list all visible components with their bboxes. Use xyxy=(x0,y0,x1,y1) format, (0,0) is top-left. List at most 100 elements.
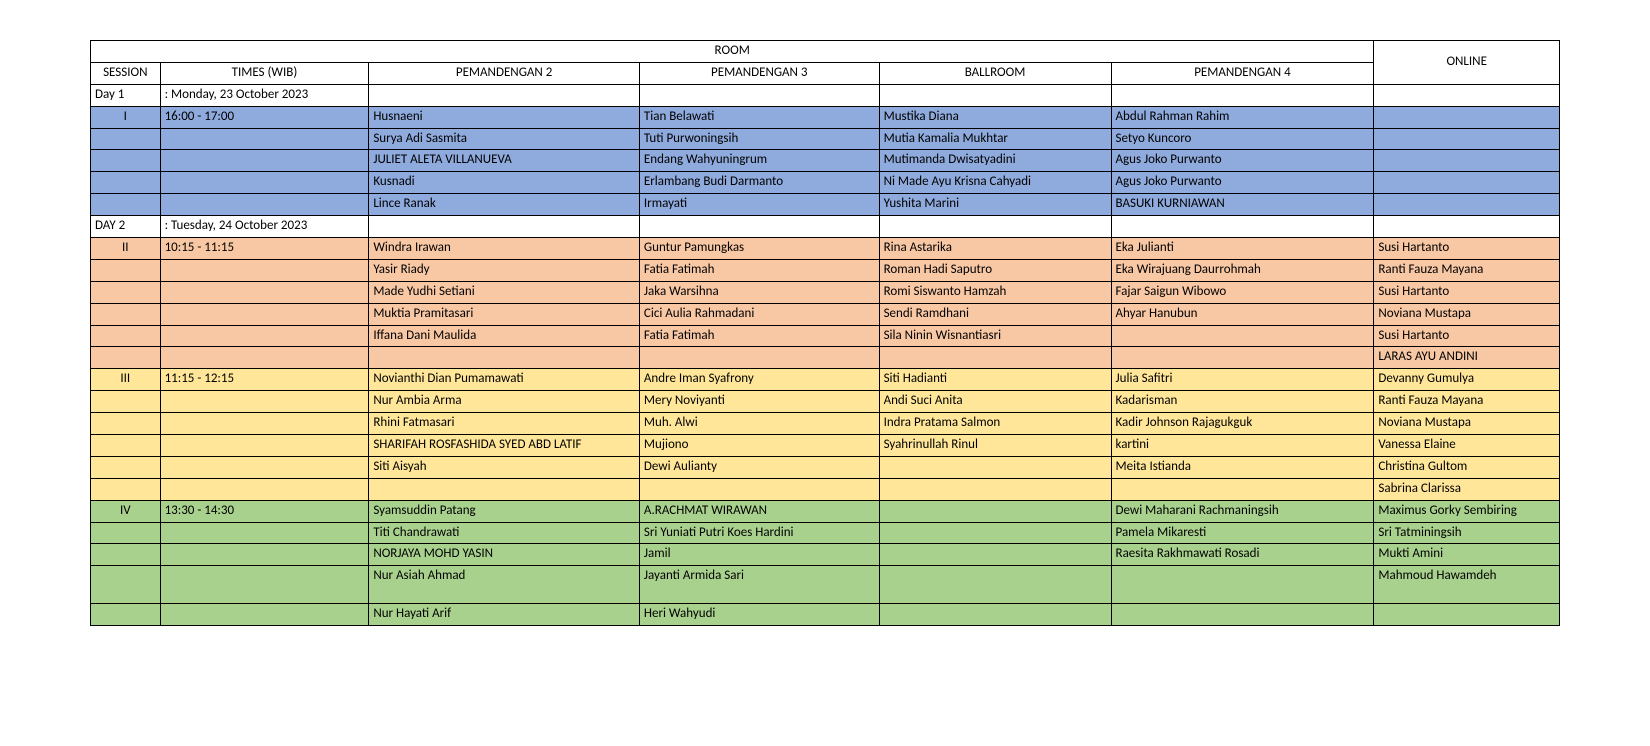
cell-p2: Iffana Dani Maulida xyxy=(369,325,640,347)
cell-session xyxy=(91,456,161,478)
cell-ballroom: Mustika Diana xyxy=(879,106,1111,128)
cell-online: Sri Tatminingsih xyxy=(1374,522,1560,544)
cell-p3: Fatia Fatimah xyxy=(639,325,879,347)
cell-p2 xyxy=(369,478,640,500)
cell-p2: SHARIFAH ROSFASHIDA SYED ABD LATIF xyxy=(369,435,640,457)
header-p2: PEMANDENGAN 2 xyxy=(369,62,640,84)
cell-session xyxy=(91,566,161,604)
cell-online: Vanessa Elaine xyxy=(1374,435,1560,457)
cell-times xyxy=(160,391,369,413)
cell-p2: Yasir Riady xyxy=(369,259,640,281)
cell-session xyxy=(91,604,161,626)
cell-online xyxy=(1374,194,1560,216)
cell-times xyxy=(160,413,369,435)
cell-p4: Kadir Johnson Rajagukguk xyxy=(1111,413,1374,435)
cell-online: Sabrina Clarissa xyxy=(1374,478,1560,500)
cell-session xyxy=(91,413,161,435)
cell-p3: Endang Wahyuningrum xyxy=(639,150,879,172)
cell-p2: Siti Aisyah xyxy=(369,456,640,478)
cell-session xyxy=(91,391,161,413)
cell-p4: Meita Istianda xyxy=(1111,456,1374,478)
cell-session xyxy=(91,259,161,281)
cell-session xyxy=(91,522,161,544)
cell-p4: Setyo Kuncoro xyxy=(1111,128,1374,150)
table-row: Nur Hayati ArifHeri Wahyudi xyxy=(91,604,1560,626)
cell-p3 xyxy=(639,478,879,500)
cell-p4: Julia Safitri xyxy=(1111,369,1374,391)
cell-session: III xyxy=(91,369,161,391)
cell-ballroom xyxy=(879,522,1111,544)
cell-ballroom: Indra Pratama Salmon xyxy=(879,413,1111,435)
table-row: Titi ChandrawatiSri Yuniati Putri Koes H… xyxy=(91,522,1560,544)
cell-online: LARAS AYU ANDINI xyxy=(1374,347,1560,369)
cell-times xyxy=(160,566,369,604)
cell-online: Mahmoud Hawamdeh xyxy=(1374,566,1560,604)
cell-p3: Mery Noviyanti xyxy=(639,391,879,413)
cell-session: I xyxy=(91,106,161,128)
cell-p2: JULIET ALETA VILLANUEVA xyxy=(369,150,640,172)
cell-p2: Titi Chandrawati xyxy=(369,522,640,544)
table-row: Lince RanakIrmayatiYushita MariniBASUKI … xyxy=(91,194,1560,216)
cell-p3: Heri Wahyudi xyxy=(639,604,879,626)
cell-p4 xyxy=(1111,325,1374,347)
schedule-table: ROOM ONLINE SESSION TIMES (WIB) PEMANDEN… xyxy=(90,40,1560,626)
cell-online xyxy=(1374,84,1560,106)
cell-times xyxy=(160,303,369,325)
cell-session xyxy=(91,544,161,566)
cell-p3: Fatia Fatimah xyxy=(639,259,879,281)
cell-times xyxy=(160,544,369,566)
cell-p4: Dewi Maharani Rachmaningsih xyxy=(1111,500,1374,522)
cell-p4: Fajar Saigun Wibowo xyxy=(1111,281,1374,303)
cell-p2: NORJAYA MOHD YASIN xyxy=(369,544,640,566)
table-row: III11:15 - 12:15Novianthi Dian Pumamawat… xyxy=(91,369,1560,391)
table-row: Yasir RiadyFatia FatimahRoman Hadi Saput… xyxy=(91,259,1560,281)
cell-session xyxy=(91,172,161,194)
cell-times xyxy=(160,259,369,281)
cell-online: Noviana Mustapa xyxy=(1374,413,1560,435)
cell-p2: Husnaeni xyxy=(369,106,640,128)
cell-p3: Tian Belawati xyxy=(639,106,879,128)
cell-p3: Erlambang Budi Darmanto xyxy=(639,172,879,194)
cell-times: : Monday, 23 October 2023 xyxy=(160,84,369,106)
cell-session xyxy=(91,325,161,347)
cell-p2: Muktia Pramitasari xyxy=(369,303,640,325)
table-row: II10:15 - 11:15Windra IrawanGuntur Pamun… xyxy=(91,238,1560,260)
cell-p3: Jamil xyxy=(639,544,879,566)
cell-session: II xyxy=(91,238,161,260)
cell-p2: Nur Ambia Arma xyxy=(369,391,640,413)
cell-session: DAY 2 xyxy=(91,216,161,238)
cell-p3 xyxy=(639,347,879,369)
cell-ballroom: Siti Hadianti xyxy=(879,369,1111,391)
cell-online: Susi Hartanto xyxy=(1374,238,1560,260)
table-row: DAY 2: Tuesday, 24 October 2023 xyxy=(91,216,1560,238)
cell-p4: Eka Julianti xyxy=(1111,238,1374,260)
cell-online: Christina Gultom xyxy=(1374,456,1560,478)
table-row: Nur Ambia ArmaMery NoviyantiAndi Suci An… xyxy=(91,391,1560,413)
cell-online: Ranti Fauza Mayana xyxy=(1374,259,1560,281)
cell-p3: Dewi Aulianty xyxy=(639,456,879,478)
cell-p2: Surya Adi Sasmita xyxy=(369,128,640,150)
table-row: Iffana Dani MaulidaFatia FatimahSila Nin… xyxy=(91,325,1560,347)
table-row: Surya Adi SasmitaTuti PurwoningsihMutia … xyxy=(91,128,1560,150)
header-session: SESSION xyxy=(91,62,161,84)
table-row: Made Yudhi SetianiJaka WarsihnaRomi Sisw… xyxy=(91,281,1560,303)
cell-p3: A.RACHMAT WIRAWAN xyxy=(639,500,879,522)
cell-ballroom xyxy=(879,84,1111,106)
table-row: Day 1: Monday, 23 October 2023 xyxy=(91,84,1560,106)
cell-p2 xyxy=(369,84,640,106)
table-row: Nur Asiah AhmadJayanti Armida SariMahmou… xyxy=(91,566,1560,604)
cell-times: : Tuesday, 24 October 2023 xyxy=(160,216,369,238)
cell-times xyxy=(160,325,369,347)
cell-p3: Jaka Warsihna xyxy=(639,281,879,303)
cell-times xyxy=(160,281,369,303)
table-row: KusnadiErlambang Budi DarmantoNi Made Ay… xyxy=(91,172,1560,194)
cell-online: Ranti Fauza Mayana xyxy=(1374,391,1560,413)
cell-p4: Eka Wirajuang Daurrohmah xyxy=(1111,259,1374,281)
cell-p2: Kusnadi xyxy=(369,172,640,194)
cell-online: Susi Hartanto xyxy=(1374,325,1560,347)
cell-p3: Muh. Alwi xyxy=(639,413,879,435)
cell-online: Susi Hartanto xyxy=(1374,281,1560,303)
cell-ballroom xyxy=(879,216,1111,238)
cell-ballroom xyxy=(879,347,1111,369)
cell-p3 xyxy=(639,216,879,238)
